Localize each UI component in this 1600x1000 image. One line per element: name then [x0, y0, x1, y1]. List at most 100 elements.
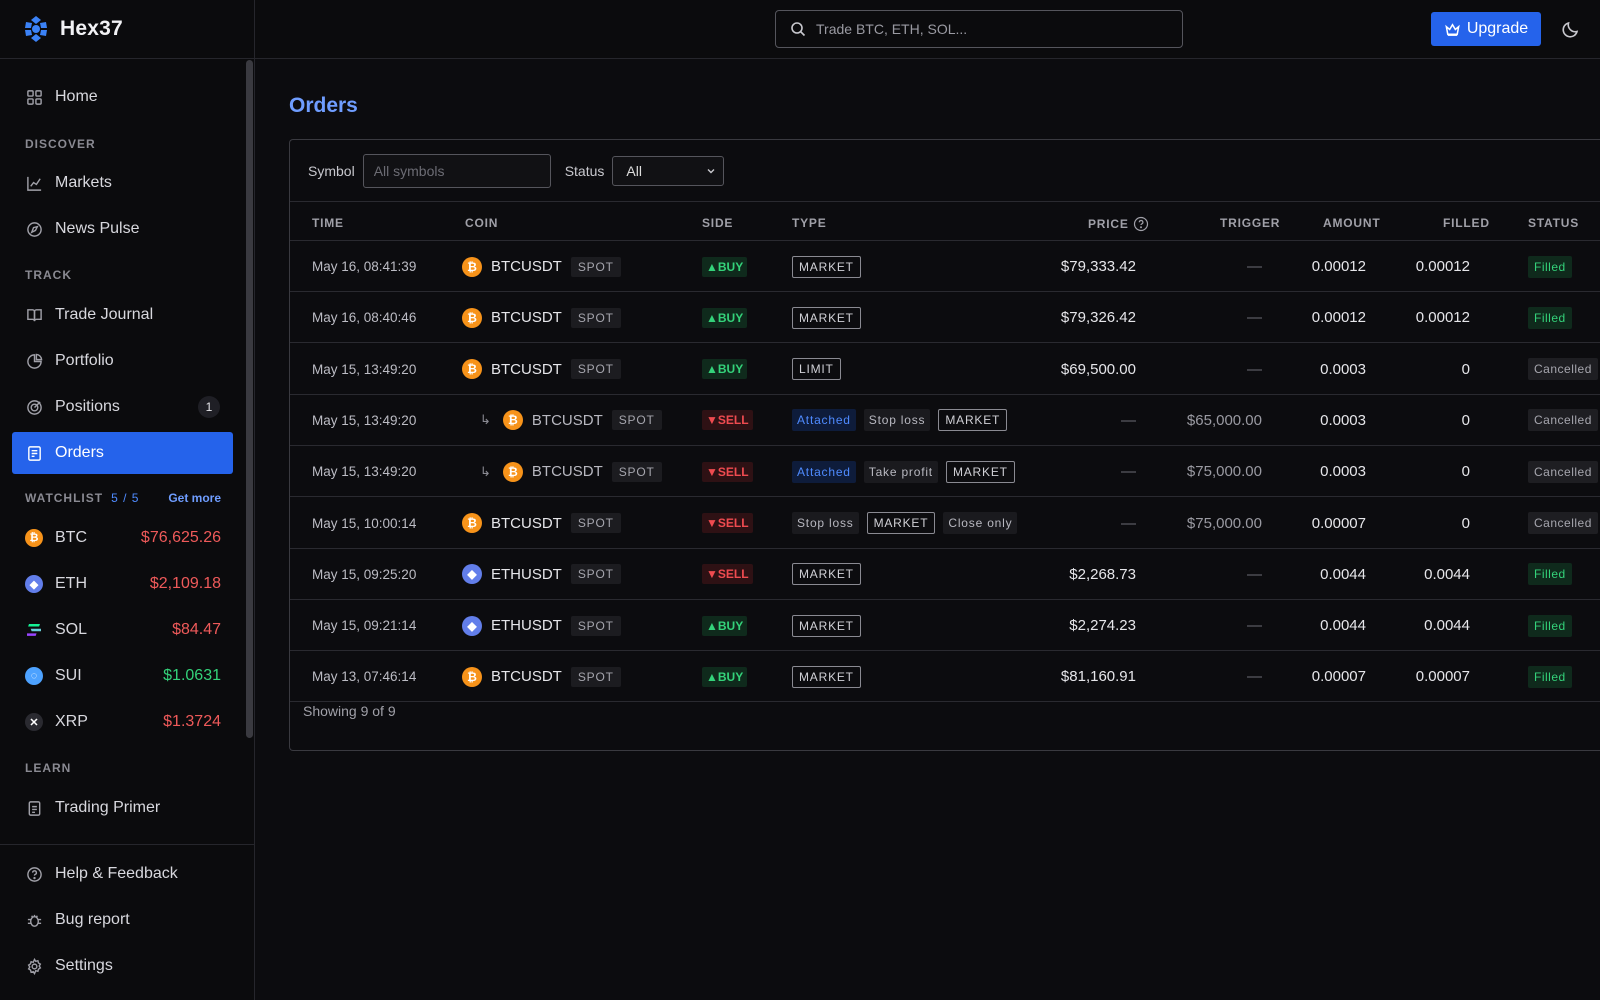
xrp-coin-icon: ✕: [25, 713, 43, 731]
table-row[interactable]: May 15, 13:49:20 ↳ ₿ BTCUSDT SPOT ▼SELL Attach…: [290, 446, 1600, 498]
market-badge: SPOT: [570, 666, 621, 687]
page-title: Orders: [289, 94, 358, 117]
table-row[interactable]: May 13, 07:46:14 ₿ BTCUSDT SPOT ▲BUY MARKET $8…: [290, 651, 1600, 703]
moon-icon[interactable]: [1560, 18, 1582, 40]
triangle-down-icon: ▼: [706, 516, 718, 530]
status-badge: Filled: [1528, 665, 1572, 688]
order-type: MARKET: [792, 600, 869, 651]
order-filled: 0.0044: [1424, 565, 1470, 583]
hex37-logo-icon: [25, 16, 47, 42]
order-time: May 16, 08:40:46: [312, 310, 417, 326]
type-tag: MARKET: [792, 563, 861, 586]
order-time: May 15, 13:49:20: [312, 464, 417, 480]
type-tag: Take profit: [863, 460, 938, 483]
table-row[interactable]: May 15, 13:49:20 ₿ BTCUSDT SPOT ▲BUY LIMIT $69…: [290, 344, 1600, 395]
side-sell-badge: ▼SELL: [702, 461, 753, 482]
brand-name: Hex37: [60, 17, 123, 40]
table-row[interactable]: May 15, 09:21:14 ◆ ETHUSDT SPOT ▲BUY MARKET $2…: [290, 600, 1600, 652]
watchlist-item-xrp[interactable]: ✕ XRP $1.3724: [25, 708, 221, 736]
btc-coin-icon: ₿: [25, 529, 43, 547]
order-amount: 0.00007: [1311, 668, 1366, 686]
btc-coin-icon: ₿: [462, 256, 482, 277]
sidebar-item-trading-primer[interactable]: Trading Primer: [12, 787, 233, 829]
search-icon: [791, 22, 806, 37]
help-circle-icon[interactable]: [1133, 216, 1149, 232]
order-side: ▲BUY: [702, 600, 748, 651]
brand[interactable]: Hex37: [0, 0, 254, 59]
type-tag: Attached: [792, 460, 856, 483]
symbol-filter-input[interactable]: [362, 153, 551, 188]
upgrade-button[interactable]: Upgrade: [1431, 12, 1541, 46]
order-price: $2,268.73: [1069, 565, 1136, 583]
watchlist-count: 5 / 5: [111, 491, 140, 505]
type-tag: Stop loss: [863, 409, 931, 432]
order-amount: 0.0003: [1320, 463, 1366, 481]
table-row[interactable]: May 16, 08:40:46 ₿ BTCUSDT SPOT ▲BUY MARKET $7…: [290, 292, 1600, 344]
order-trigger: $75,000.00: [1186, 514, 1262, 532]
type-tag: MARKET: [945, 460, 1015, 483]
watchlist-item-eth[interactable]: ◆ ETH $2,109.18: [25, 570, 221, 598]
order-filled: 0.0044: [1424, 617, 1470, 635]
sidebar-item-bug-report[interactable]: Bug report: [12, 899, 233, 941]
btc-coin-icon: ₿: [502, 410, 523, 431]
table-row[interactable]: May 15, 13:49:20 ↳ ₿ BTCUSDT SPOT ▼SELL Attach…: [290, 395, 1600, 446]
sidebar-item-help[interactable]: Help & Feedback: [12, 853, 233, 895]
order-type: MARKET: [792, 651, 869, 702]
order-type: MARKET: [792, 292, 869, 343]
status-badge: Filled: [1528, 614, 1572, 637]
sidebar-item-label: Positions: [55, 398, 120, 415]
order-time: May 15, 10:00:14: [312, 515, 417, 531]
crown-icon: [1445, 22, 1460, 36]
btc-coin-icon: ₿: [462, 307, 482, 328]
side-label: BUY: [717, 669, 744, 684]
sidebar-item-trade-journal[interactable]: Trade Journal: [12, 294, 233, 336]
watchlist-symbol: BTC: [55, 529, 87, 546]
btc-coin-icon: ₿: [462, 666, 482, 687]
side-label: SELL: [717, 464, 749, 479]
side-sell-badge: ▼SELL: [702, 410, 753, 431]
order-amount: 0.0044: [1320, 617, 1366, 635]
sidebar-item-positions[interactable]: Positions 1: [12, 386, 233, 428]
table-row[interactable]: May 15, 09:25:20 ◆ ETHUSDT SPOT ▼SELL MARKET $…: [290, 549, 1600, 600]
order-amount: 0.00007: [1311, 514, 1366, 532]
sidebar-item-orders[interactable]: Orders: [12, 432, 233, 474]
sidebar-divider: [0, 844, 255, 845]
sidebar-item-markets[interactable]: Markets: [12, 162, 233, 204]
triangle-up-icon: ▲: [706, 259, 718, 274]
col-amount: AMOUNT: [1323, 216, 1381, 230]
status-badge: Filled: [1528, 255, 1572, 278]
order-time: May 13, 07:46:14: [312, 669, 417, 685]
table-footer-count: Showing 9 of 9: [303, 703, 396, 719]
sidebar-item-home[interactable]: Home: [12, 76, 233, 118]
order-trigger: $75,000.00: [1186, 463, 1262, 481]
search-box[interactable]: [775, 10, 1183, 48]
section-track: TRACK: [25, 268, 72, 282]
orders-panel: Symbol Status All TIME COIN SIDE TYPE PR…: [289, 139, 1600, 751]
table-row[interactable]: May 15, 10:00:14 ₿ BTCUSDT SPOT ▼SELL Stop lo…: [290, 498, 1600, 549]
sidebar-item-settings[interactable]: Settings: [12, 945, 233, 987]
sidebar-item-news-pulse[interactable]: News Pulse: [12, 208, 233, 250]
get-more-link[interactable]: Get more: [168, 491, 221, 505]
side-buy-badge: ▲BUY: [702, 307, 748, 328]
status-badge: Filled: [1528, 563, 1572, 586]
order-price: —: [1121, 463, 1136, 481]
search-input[interactable]: [816, 21, 1156, 37]
order-trigger: —: [1247, 309, 1262, 327]
order-filled: 0.00007: [1415, 668, 1470, 686]
book-icon: [25, 306, 43, 324]
status-filter-select[interactable]: All: [612, 155, 725, 186]
watchlist-item-btc[interactable]: ₿ BTC $76,625.26: [25, 524, 221, 552]
help-circle-icon: [25, 865, 43, 883]
side-label: BUY: [717, 310, 744, 325]
watchlist-item-sui[interactable]: ◌ SUI $1.0631: [25, 662, 221, 690]
col-price: PRICE: [1088, 216, 1149, 232]
order-coin: ₿ BTCUSDT SPOT: [462, 344, 621, 395]
watchlist-item-sol[interactable]: SOL $84.47: [25, 616, 221, 644]
sidebar-scrollbar[interactable]: [246, 60, 253, 738]
sidebar-item-portfolio[interactable]: Portfolio: [12, 340, 233, 382]
order-time: May 15, 13:49:20: [312, 361, 417, 377]
table-row[interactable]: May 16, 08:41:39 ₿ BTCUSDT SPOT ▲BUY MARKET $7…: [290, 241, 1600, 292]
order-status: Cancelled: [1528, 446, 1598, 497]
order-side: ▲BUY: [702, 292, 748, 343]
topbar: Upgrade: [255, 0, 1600, 59]
